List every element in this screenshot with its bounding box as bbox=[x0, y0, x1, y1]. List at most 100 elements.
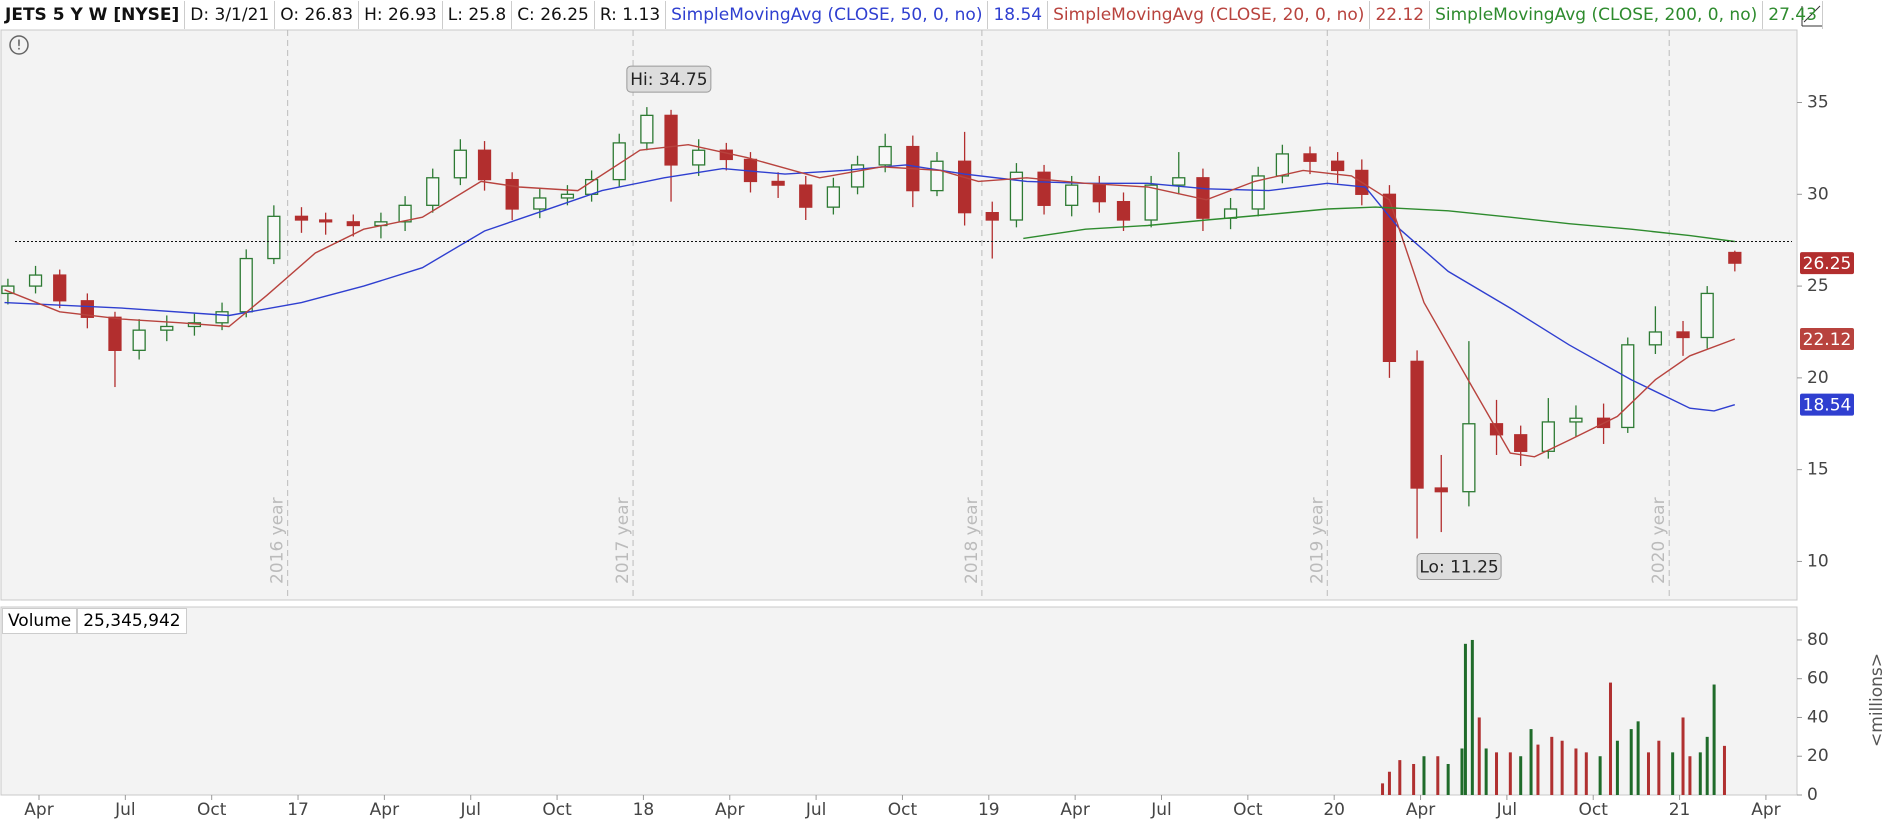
candle-body bbox=[80, 300, 94, 318]
volume-bar bbox=[1463, 643, 1467, 795]
alert-icon-mark: ! bbox=[16, 39, 21, 54]
study-legend[interactable]: SimpleMovingAvg (CLOSE, 200, 0, no) bbox=[1430, 1, 1764, 29]
candle-body bbox=[1331, 160, 1345, 172]
x-tick-label: 21 bbox=[1669, 800, 1691, 820]
x-tick-label: Jul bbox=[1150, 800, 1172, 820]
header: JETS 5 Y W [NYSE] D: 3/1/21 O: 26.83 H: 26.… bbox=[0, 0, 1823, 30]
x-tick-label: Oct bbox=[888, 800, 918, 820]
candle-body bbox=[319, 219, 333, 223]
volume-bar bbox=[1436, 756, 1440, 795]
study-value: 22.12 bbox=[1370, 1, 1431, 29]
candle-body bbox=[1621, 344, 1635, 429]
candle-body bbox=[1, 285, 15, 295]
alert-icon[interactable] bbox=[9, 35, 29, 55]
volume-bar bbox=[1470, 639, 1474, 795]
candle-body bbox=[799, 184, 813, 208]
x-tick-label: Oct bbox=[542, 800, 572, 820]
volume-bar bbox=[1598, 756, 1602, 795]
y-tick-label: 15 bbox=[1807, 460, 1829, 480]
year-label: 2016 year bbox=[268, 497, 288, 584]
price-bubble: 18.54 bbox=[1800, 393, 1854, 416]
volume-bar bbox=[1387, 771, 1391, 795]
candle-body bbox=[692, 149, 706, 166]
volume-header: Volume 25,345,942 bbox=[2, 608, 187, 634]
candle-body bbox=[533, 197, 547, 210]
volume-panel bbox=[0, 606, 1798, 796]
volume-bar bbox=[1477, 717, 1481, 795]
x-tick-label: Apr bbox=[370, 800, 399, 820]
y-tick-label: 35 bbox=[1807, 93, 1829, 113]
annotation: Lo: 11.25 bbox=[1419, 558, 1498, 578]
y-tick-label: 60 bbox=[1807, 669, 1829, 689]
y-tick-label: 20 bbox=[1807, 746, 1829, 766]
candle-body bbox=[160, 325, 174, 331]
x-tick-label: Jul bbox=[805, 800, 827, 820]
y-tick-label: 30 bbox=[1807, 184, 1829, 204]
x-tick-label: 19 bbox=[978, 800, 1000, 820]
y-tick-label: 80 bbox=[1807, 630, 1829, 650]
volume-bar bbox=[1615, 740, 1619, 795]
study-legend[interactable]: SimpleMovingAvg (CLOSE, 50, 0, no) bbox=[666, 1, 989, 29]
x-tick-label: 18 bbox=[633, 800, 655, 820]
candle-body bbox=[878, 145, 892, 166]
candle-body bbox=[850, 164, 865, 188]
volume-bar bbox=[1398, 760, 1402, 795]
study-name: SimpleMovingAvg (CLOSE, 50, 0, no) bbox=[671, 5, 983, 25]
y-axis-label: <millions> bbox=[1867, 653, 1887, 747]
volume-bar bbox=[1495, 752, 1499, 795]
study-value: 18.54 bbox=[988, 1, 1049, 29]
x-tick-label: Apr bbox=[1060, 800, 1089, 820]
volume-bar bbox=[1574, 748, 1578, 795]
volume-bar bbox=[1536, 744, 1540, 795]
volume-bar bbox=[1412, 763, 1416, 795]
x-tick-label: Apr bbox=[1406, 800, 1435, 820]
candle-body bbox=[294, 215, 309, 221]
candle-body bbox=[505, 178, 519, 210]
candle-body bbox=[664, 114, 678, 166]
volume-bar bbox=[1460, 748, 1464, 795]
candle-body bbox=[267, 215, 281, 260]
candle-body bbox=[426, 177, 440, 206]
candle-body bbox=[771, 180, 785, 186]
study-legend[interactable]: SimpleMovingAvg (CLOSE, 20, 0, no) bbox=[1048, 1, 1371, 29]
x-tick-label: Apr bbox=[1751, 800, 1780, 820]
volume-bar bbox=[1529, 729, 1533, 795]
price-bubble: 22.12 bbox=[1800, 327, 1854, 350]
x-tick-label: Jul bbox=[1496, 800, 1518, 820]
moving-average bbox=[4, 164, 1736, 412]
volume-bar bbox=[1671, 752, 1675, 795]
year-label: 2018 year bbox=[962, 497, 982, 584]
y-tick-label: 10 bbox=[1807, 551, 1829, 571]
volume-bar bbox=[1608, 682, 1612, 795]
x-tick-label: Jul bbox=[459, 800, 481, 820]
price-bubble-box bbox=[1800, 327, 1854, 350]
candle-body bbox=[239, 257, 253, 313]
volume-bar bbox=[1550, 736, 1554, 795]
candle-body bbox=[1065, 184, 1079, 206]
year-label: 2020 year bbox=[1649, 497, 1669, 584]
volume-bar bbox=[1636, 721, 1640, 795]
candle-body bbox=[1382, 193, 1397, 363]
x-tick-label: Oct bbox=[197, 800, 227, 820]
volume-bar bbox=[1422, 756, 1426, 795]
volume-bar bbox=[1508, 752, 1512, 795]
volume-bar bbox=[1657, 740, 1661, 795]
symbol: JETS 5 Y W [NYSE] bbox=[0, 1, 186, 29]
candle-body bbox=[477, 149, 492, 181]
volume-bar bbox=[1560, 740, 1564, 795]
volume-bar bbox=[1484, 748, 1488, 795]
candle-body bbox=[215, 311, 229, 324]
volume-bar bbox=[1629, 729, 1633, 795]
x-tick-label: Oct bbox=[1579, 800, 1609, 820]
candle-body bbox=[1462, 423, 1476, 493]
candle-body bbox=[826, 186, 841, 208]
candle-body bbox=[1676, 331, 1690, 339]
price-bubble: 26.25 bbox=[1800, 252, 1854, 274]
candle-body bbox=[640, 114, 654, 144]
volume-bar bbox=[1584, 752, 1588, 795]
candle-body bbox=[1251, 175, 1265, 210]
candle-body bbox=[108, 316, 122, 351]
candle-body bbox=[1648, 331, 1663, 346]
candle-body bbox=[1009, 171, 1024, 221]
style-icon[interactable] bbox=[1801, 5, 1822, 27]
